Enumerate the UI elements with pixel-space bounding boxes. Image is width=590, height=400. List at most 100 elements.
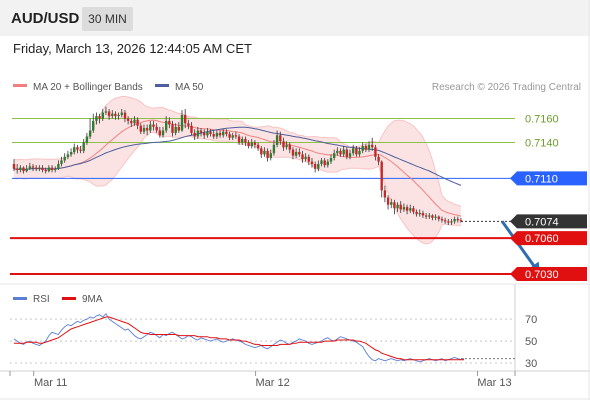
candle-body	[149, 124, 152, 131]
candle-body	[209, 131, 212, 135]
candle-body	[12, 164, 16, 169]
candle-body	[218, 132, 222, 136]
candle-body	[57, 164, 60, 169]
candle-body	[231, 135, 234, 138]
candle-body	[320, 160, 323, 164]
chart-datetime: Friday, March 13, 2026 12:44:05 AM CET	[13, 41, 252, 56]
ma50-line	[13, 126, 462, 186]
candle-body	[174, 126, 177, 133]
candle-body	[301, 154, 304, 160]
candle-body	[250, 142, 253, 147]
timeframe-button[interactable]: 30 MIN	[82, 7, 133, 31]
candle-body	[440, 219, 444, 221]
candle-body	[152, 124, 155, 127]
candle-body	[212, 134, 215, 137]
candle-body	[114, 113, 117, 117]
x-tick-label: Mar 12	[255, 377, 289, 389]
candle-body	[405, 207, 409, 211]
candle-body	[171, 124, 174, 133]
candle-body	[298, 152, 301, 155]
candle-body	[415, 211, 418, 215]
candle-body	[117, 114, 120, 117]
candle-body	[225, 131, 228, 135]
ma20-legend-swatch	[13, 84, 27, 87]
candle-body	[447, 221, 450, 223]
candle-body	[244, 138, 247, 143]
candle-body	[107, 111, 111, 117]
candle-body	[459, 220, 463, 222]
moving-averages	[13, 119, 462, 217]
candle-body	[79, 149, 82, 151]
candle-body	[288, 144, 291, 150]
candle-body	[73, 147, 76, 152]
rsi-series-RSI	[13, 312, 465, 363]
candle-body	[256, 144, 260, 149]
candle-body	[260, 148, 263, 155]
candle-body	[431, 215, 434, 218]
candle-body	[367, 144, 371, 150]
candle-body	[123, 112, 127, 119]
candle-body	[237, 136, 241, 143]
candle-body	[54, 168, 57, 170]
level-label-0.7140: 0.7140	[525, 137, 559, 149]
candle-body	[241, 138, 244, 143]
candle-body	[374, 147, 377, 157]
candle-body	[31, 166, 35, 168]
ma50-legend-label: MA 50	[175, 82, 204, 93]
candle-body	[279, 135, 282, 142]
candle-body	[177, 126, 180, 131]
candle-body	[291, 149, 295, 156]
candle-body	[145, 128, 149, 131]
candle-body	[184, 114, 187, 124]
rsi-series-9MA	[14, 316, 465, 361]
candle-body	[386, 197, 390, 205]
bollinger-lower-line	[13, 131, 462, 245]
candle-body	[222, 131, 225, 136]
candle-body	[285, 144, 288, 148]
candle-body	[28, 166, 32, 169]
candle-body	[98, 116, 101, 119]
candle-body	[456, 219, 459, 221]
candle-body	[266, 150, 269, 158]
candle-body	[234, 135, 238, 137]
candle-body	[16, 168, 19, 170]
level-label-0.7160: 0.7160	[525, 114, 559, 126]
candle-body	[399, 204, 402, 210]
rsi-legend-label: RSI	[33, 294, 50, 305]
candle-body	[199, 130, 203, 133]
ma20-line	[13, 119, 462, 217]
candle-body	[228, 134, 231, 138]
forecast-arrow	[500, 220, 541, 275]
candle-body	[133, 119, 136, 124]
level-labels: 0.7160 0.7140 0.7110 0.7074 0.7060 0.7030	[510, 114, 587, 282]
candle-body	[88, 130, 92, 137]
candle-body	[25, 168, 28, 172]
candle-body	[180, 114, 184, 131]
x-axis: Mar 11 Mar 12 Mar 13	[9, 371, 516, 389]
candle-body	[60, 160, 63, 164]
candle-body	[424, 215, 428, 217]
candle-body	[139, 125, 142, 132]
candle-body	[187, 123, 190, 126]
level-label-0.7074: 0.7074	[525, 216, 559, 228]
rsi-ma-legend-label: 9MA	[82, 294, 103, 305]
candle-body	[47, 167, 51, 172]
candle-body	[453, 219, 456, 222]
rsi-legend: RSI 9MA	[13, 294, 103, 305]
candle-body	[348, 153, 352, 157]
candle-body	[35, 167, 38, 169]
candle-body	[203, 132, 206, 136]
candle-body	[44, 170, 47, 172]
forecast-arrow-shaft	[500, 220, 538, 270]
candle-body	[358, 150, 361, 155]
rsi-pane: 70 50 30	[10, 312, 537, 370]
bollinger-band-fill	[14, 96, 461, 244]
candle-body	[313, 164, 317, 169]
rsi-ma-legend-swatch	[62, 297, 76, 300]
candle-body	[120, 112, 123, 115]
candle-body	[76, 147, 79, 150]
candle-body	[393, 202, 396, 209]
candle-body	[69, 152, 73, 155]
candle-body	[111, 113, 114, 117]
